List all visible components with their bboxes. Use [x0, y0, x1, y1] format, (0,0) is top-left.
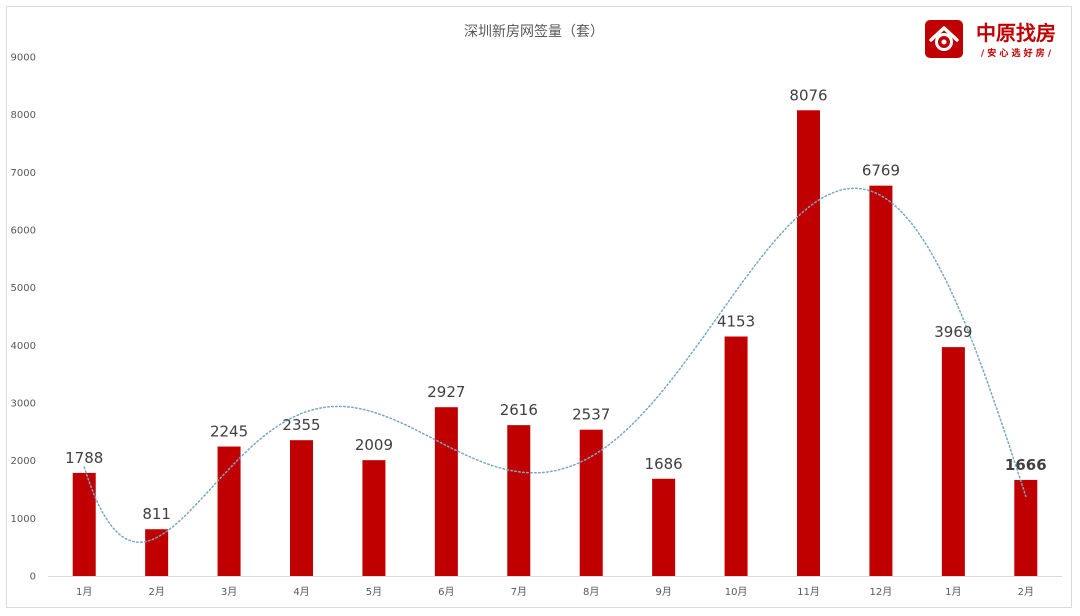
- data-label: 1686: [645, 455, 683, 473]
- data-label: 2927: [427, 383, 465, 401]
- bar: [507, 425, 531, 576]
- chart-title: 深圳新房网签量（套）: [464, 23, 604, 40]
- x-tick-label: 6月: [438, 586, 454, 598]
- logo-name: 中原找房: [976, 21, 1056, 45]
- x-tick-label: 5月: [366, 586, 382, 598]
- x-tick-label: 9月: [655, 586, 671, 598]
- chart-frame: [6, 6, 1072, 608]
- company-logo: 中原找房 / 安 心 选 好 房 /: [925, 20, 1056, 59]
- data-label: 2355: [282, 416, 320, 434]
- bar: [724, 336, 748, 576]
- bar: [72, 472, 96, 576]
- x-tick-label: 7月: [511, 586, 527, 598]
- data-label: 2009: [355, 436, 393, 454]
- bar: [579, 429, 603, 576]
- y-tick-label: 9000: [11, 53, 36, 64]
- x-tick-label: 12月: [870, 586, 893, 598]
- data-label: 4153: [717, 313, 755, 331]
- y-tick-label: 4000: [11, 341, 36, 352]
- x-tick-label: 8月: [583, 586, 599, 598]
- x-tick-label: 2月: [1018, 586, 1034, 598]
- y-tick-label: 1000: [11, 514, 36, 525]
- bar: [797, 110, 820, 576]
- y-tick-label: 3000: [11, 399, 36, 410]
- y-tick-label: 0: [30, 572, 36, 583]
- x-tick-label: 11月: [797, 586, 820, 598]
- x-tick-label: 10月: [725, 586, 748, 598]
- bar: [145, 529, 169, 576]
- data-label: 2616: [500, 401, 538, 419]
- x-tick-label: 3月: [221, 586, 237, 598]
- y-tick-label: 7000: [11, 168, 36, 179]
- bar: [652, 478, 676, 576]
- logo-slogan: / 安 心 选 好 房 /: [981, 47, 1052, 59]
- data-label: 1666: [1005, 456, 1047, 474]
- logo-badge: [925, 20, 963, 58]
- y-tick-label: 5000: [11, 283, 36, 294]
- bar: [290, 440, 313, 576]
- trendline: [83, 187, 1027, 543]
- data-label: 6769: [862, 162, 900, 180]
- y-tick-label: 8000: [11, 110, 36, 121]
- data-label: 811: [142, 505, 171, 523]
- bar: [941, 347, 965, 576]
- data-label: 1788: [65, 449, 103, 467]
- bar: [1014, 479, 1038, 576]
- bar: [869, 185, 893, 576]
- y-tick-label: 6000: [11, 226, 36, 237]
- x-tick-label: 1月: [76, 586, 92, 598]
- x-axis: 1月 2月 3月 4月 5月 6月 7月 8月 9月 10月 11月 12月 1月 2月: [76, 586, 1034, 598]
- bars-group: [72, 110, 1038, 576]
- data-label: 2245: [210, 423, 248, 441]
- data-labels-group: 1788 811 2245 2355 2009 2927 2616 2537 1686 4153 8…: [65, 86, 1047, 523]
- bar: [362, 460, 386, 576]
- x-tick-label: 4月: [293, 586, 309, 598]
- data-label: 8076: [789, 86, 827, 104]
- y-axis: 0 1000 2000 3000 4000 5000 6000 7000 8000 9000: [11, 53, 36, 583]
- x-tick-label: 2月: [148, 586, 164, 598]
- y-tick-label: 2000: [11, 456, 36, 467]
- data-label: 2537: [572, 406, 610, 424]
- house-logo-icon: [929, 26, 959, 51]
- x-tick-label: 1月: [945, 586, 961, 598]
- bar: [434, 407, 458, 576]
- bar: [217, 446, 241, 576]
- data-label: 3969: [934, 323, 972, 341]
